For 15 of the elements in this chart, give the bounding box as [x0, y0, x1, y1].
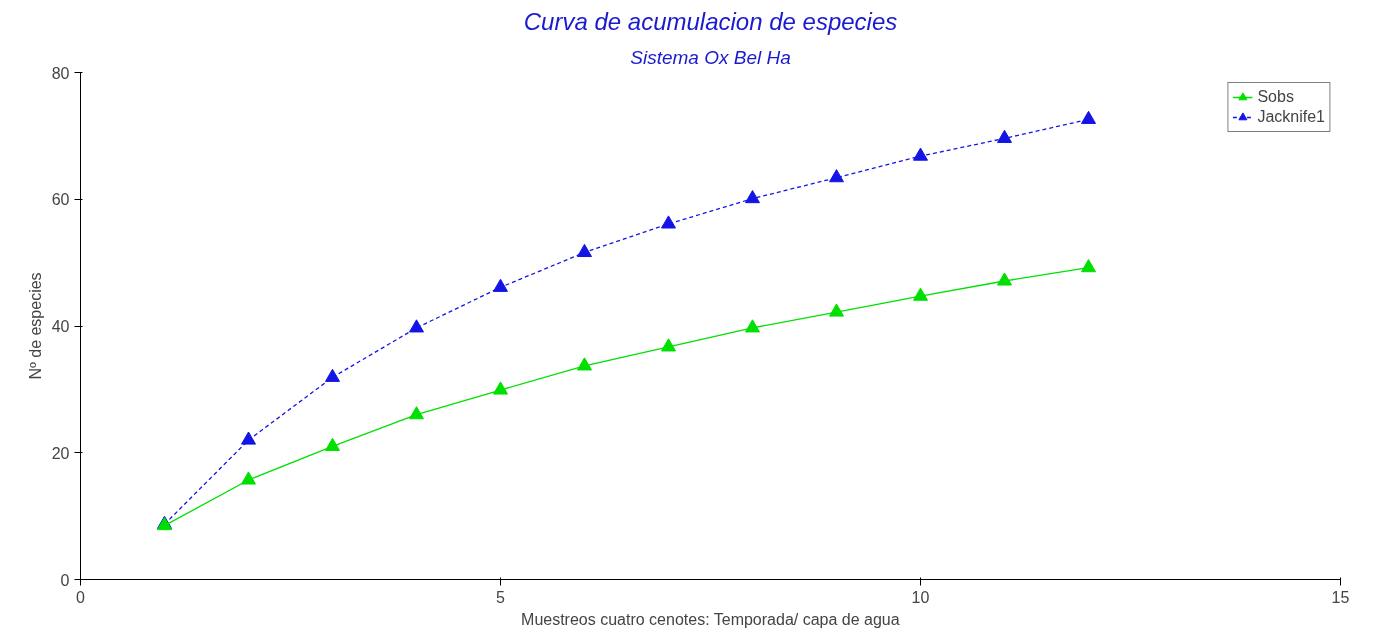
- y-tick-label: 40: [51, 318, 70, 335]
- chart-subtitle: Sistema Ox Bel Ha: [630, 46, 791, 68]
- y-tick-label: 0: [60, 571, 70, 589]
- x-axis-title: Muestreos cuatro cenotes: Temporada/ capa de agua: [521, 610, 900, 628]
- y-tick-label: 20: [51, 444, 70, 462]
- x-tick-label: 15: [1331, 588, 1350, 606]
- x-tick-label: 5: [496, 588, 506, 606]
- x-tick-label: 10: [911, 588, 930, 606]
- x-tick-label: 0: [76, 588, 86, 606]
- y-tick-label: 60: [51, 191, 70, 209]
- legend-label: Sobs: [1257, 88, 1294, 106]
- chart-title: Curva de acumulacion de especies: [523, 7, 898, 35]
- legend-label: Jacknife1: [1257, 108, 1325, 126]
- y-axis-title: Nº de especies: [26, 272, 44, 380]
- y-tick-label: 80: [51, 64, 70, 82]
